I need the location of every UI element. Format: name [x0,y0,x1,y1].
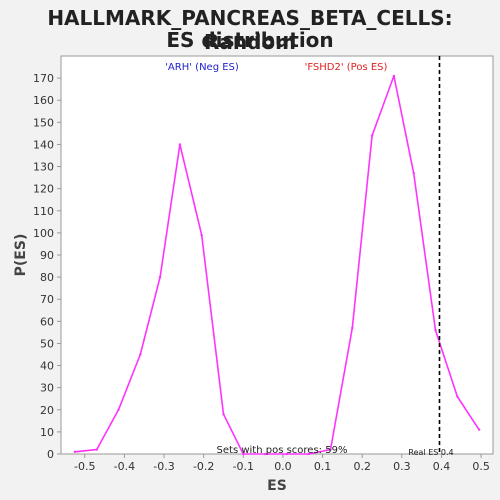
es-point [242,452,245,456]
x-tick-label: -0.2 [193,460,214,473]
es-point [73,450,77,453]
x-tick-label: -0.3 [153,460,174,473]
y-tick-label: 80 [40,271,54,284]
real-es-label: Real ES 0.4 [408,448,453,457]
chart-title-line1: HALLMARK_PANCREAS_BETA_CELLS: Random [47,6,453,54]
y-tick-label: 130 [33,161,54,174]
y-tick-label: 60 [40,315,54,328]
es-distribution-line [74,75,480,455]
neg-es-label: 'ARH' (Neg ES) [165,62,239,73]
x-tick-label: 0.0 [274,460,292,473]
es-distribution-points [73,74,481,456]
es-point [139,353,142,356]
x-tick-label: -0.1 [233,460,254,473]
es-point [392,74,396,78]
x-tick-label: -0.5 [74,460,95,473]
y-tick-label: 70 [40,293,54,306]
x-axis-ticks: -0.5 -0.4 -0.3 -0.2 -0.1 0.0 0.1 0.2 0.3 0.4 0.5 [74,454,490,473]
y-tick-label: 0 [47,448,54,461]
pos-es-label: 'FSHD2' (Pos ES) [305,62,388,73]
chart-title-line2: ES distribution [166,28,334,52]
y-tick-label: 40 [40,360,54,373]
es-point [434,328,437,332]
y-tick-label: 50 [40,337,54,350]
y-tick-label: 110 [33,205,54,218]
es-point [158,275,162,279]
y-axis-label: P(ES) [13,234,29,277]
es-point [412,171,415,175]
es-point [477,428,481,431]
y-tick-label: 10 [40,426,54,439]
y-axis-ticks: 0 10 20 30 40 50 60 70 80 90 100 110 120 130 140 150 160… [33,72,61,461]
es-point [117,408,120,411]
es-point [370,134,374,137]
es-point [178,143,182,146]
es-point [285,452,289,456]
es-point [222,413,225,416]
y-tick-label: 120 [33,183,54,196]
es-point [95,448,98,451]
es-point [263,452,267,456]
x-tick-label: 0.1 [314,460,332,473]
es-point [307,452,310,456]
es-point [329,448,332,451]
x-tick-label: 0.3 [393,460,411,473]
y-tick-label: 160 [33,94,54,107]
es-point [456,395,459,398]
pos-scores-label: Sets with pos scores: 59% [217,445,348,456]
y-tick-label: 20 [40,404,54,417]
plot-area [60,55,494,455]
y-tick-label: 100 [33,227,54,240]
y-tick-label: 170 [33,72,54,85]
y-tick-label: 30 [40,382,54,395]
es-point [351,326,354,330]
x-tick-label: 0.2 [353,460,371,473]
y-tick-label: 90 [40,249,54,262]
x-tick-label: 0.5 [472,460,490,473]
x-axis-label: ES [267,478,287,494]
y-tick-label: 140 [33,138,54,151]
x-tick-label: -0.4 [114,460,135,473]
y-tick-label: 150 [33,116,54,129]
x-tick-label: 0.4 [433,460,451,473]
es-point [200,233,203,237]
